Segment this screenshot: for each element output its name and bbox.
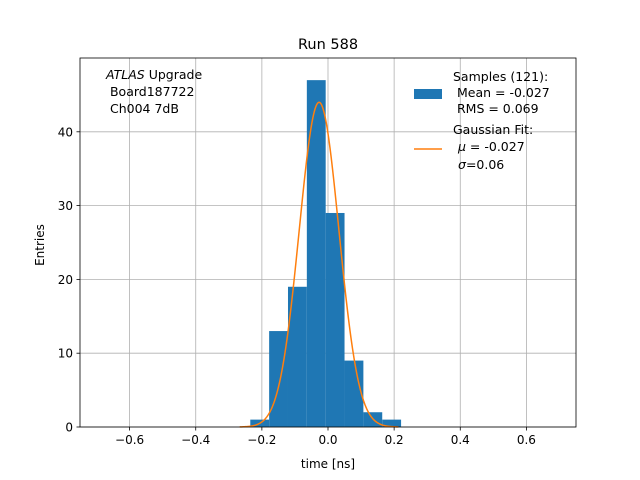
- legend-samples-rms: RMS = 0.069: [453, 101, 539, 116]
- legend-fit-mu: μ = -0.027: [457, 139, 525, 154]
- annotation-board: Board187722: [106, 84, 194, 99]
- annotation-line-1: ATLAS Upgrade: [105, 67, 202, 82]
- annotation-channel: Ch004 7dB: [106, 101, 179, 116]
- gaussian-fit-curve: [239, 101, 399, 428]
- sigma-symbol: σ: [458, 157, 467, 172]
- y-axis-label: Entries: [33, 224, 47, 266]
- legend-fit-title: Gaussian Fit:: [453, 122, 533, 137]
- y-axis-ticks: 0 10 20 30 40: [58, 125, 80, 435]
- histogram-bar: [344, 360, 364, 427]
- histogram-bar: [325, 212, 345, 427]
- y-tick-label: 40: [58, 125, 73, 139]
- annotation-atlas: ATLAS: [105, 67, 145, 82]
- y-tick-label: 30: [58, 199, 73, 213]
- histogram-bar: [269, 331, 288, 427]
- annotation-upgrade: Upgrade: [145, 67, 203, 82]
- legend-samples-title: Samples (121):: [453, 69, 548, 84]
- y-tick-label: 20: [58, 273, 73, 287]
- legend-fit-sigma-value: =0.06: [466, 157, 504, 172]
- histogram-bar: [306, 80, 326, 427]
- x-tick-label: −0.4: [181, 433, 210, 447]
- x-tick-label: 0.0: [318, 433, 337, 447]
- atlas-annotation: ATLAS Upgrade Board187722 Ch004 7dB: [105, 67, 202, 116]
- legend-histogram-swatch: [414, 89, 442, 99]
- x-axis-label: time [ns]: [301, 457, 355, 471]
- legend: Samples (121): Mean = -0.027 RMS = 0.069…: [414, 69, 550, 172]
- x-tick-label: −0.6: [115, 433, 144, 447]
- x-tick-label: −0.2: [247, 433, 276, 447]
- y-tick-label: 0: [65, 421, 73, 435]
- chart-title: Run 588: [298, 37, 358, 53]
- x-tick-label: 0.6: [517, 433, 536, 447]
- x-tick-label: 0.2: [385, 433, 404, 447]
- histogram-bar: [382, 419, 402, 427]
- histogram-bar: [287, 286, 307, 427]
- mu-symbol: μ: [457, 139, 466, 154]
- y-tick-label: 10: [58, 347, 73, 361]
- x-tick-label: 0.4: [451, 433, 470, 447]
- legend-samples-mean: Mean = -0.027: [453, 85, 550, 100]
- x-axis-ticks: −0.6 −0.4 −0.2 0.0 0.2 0.4 0.6: [115, 427, 536, 447]
- legend-fit-sigma: σ=0.06: [458, 157, 504, 172]
- legend-fit-mu-value: = -0.027: [466, 139, 525, 154]
